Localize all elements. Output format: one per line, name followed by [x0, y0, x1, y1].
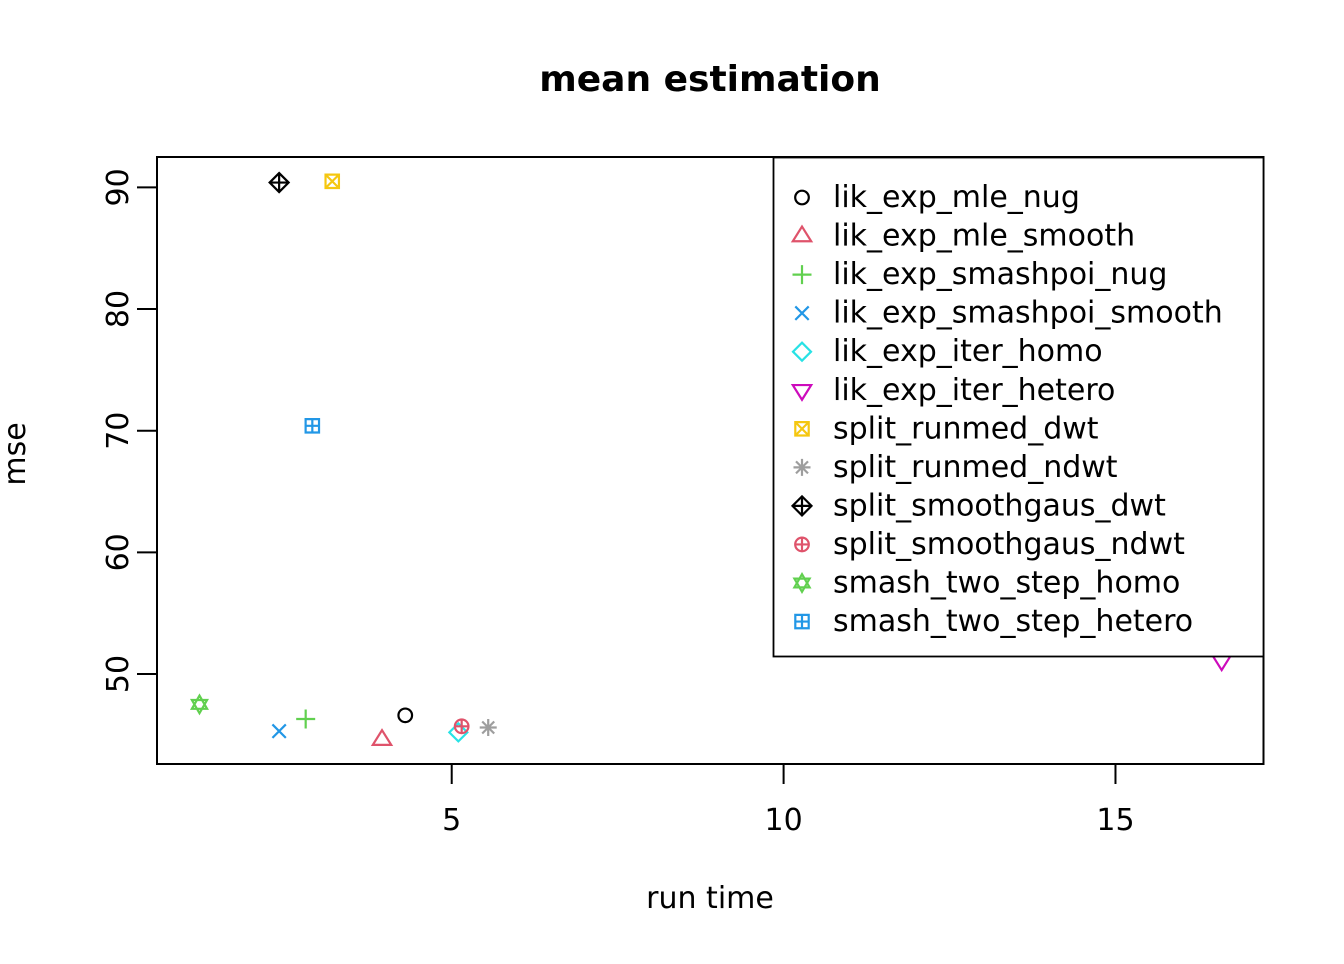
legend-item-lik_exp_mle_nug: lik_exp_mle_nug [794, 180, 1080, 215]
legend-item-lik_exp_smashpoi_smooth: lik_exp_smashpoi_smooth [794, 296, 1223, 331]
legend: lik_exp_mle_nuglik_exp_mle_smoothlik_exp… [772, 156, 1265, 658]
legend-marker-smash_two_step_homo [792, 571, 812, 595]
x-tick-label: 10 [765, 803, 803, 838]
data-point-lik_exp_smashpoi_nug [296, 709, 316, 729]
y-tick-label: 60 [101, 533, 136, 571]
y-tick-label: 50 [101, 655, 136, 693]
legend-marker-lik_exp_smashpoi_nug [792, 265, 812, 285]
y-tick-label: 70 [101, 412, 136, 450]
legend-item-split_runmed_ndwt: split_runmed_ndwt [793, 450, 1118, 485]
y-tick-label: 90 [101, 168, 136, 206]
legend-item-label: smash_two_step_homo [833, 566, 1180, 601]
legend-marker-split_smoothgaus_dwt [790, 494, 814, 517]
legend-item-smash_two_step_homo: smash_two_step_homo [792, 566, 1180, 601]
data-point-lik_exp_smashpoi_smooth [271, 723, 287, 739]
legend-box [772, 156, 1265, 658]
legend-marker-lik_exp_mle_nug [794, 189, 810, 206]
legend-marker-lik_exp_smashpoi_smooth [794, 305, 810, 321]
legend-item-label: smash_two_step_hetero [833, 604, 1193, 639]
y-tick-label: 80 [101, 290, 136, 328]
x-tick-label: 5 [442, 803, 461, 838]
legend-item-lik_exp_smashpoi_nug: lik_exp_smashpoi_nug [792, 257, 1167, 292]
legend-item-split_runmed_dwt: split_runmed_dwt [794, 411, 1099, 446]
legend-item-smash_two_step_hetero: smash_two_step_hetero [794, 604, 1193, 639]
legend-item-lik_exp_iter_hetero: lik_exp_iter_hetero [790, 373, 1115, 408]
legend-marker-split_smoothgaus_ndwt [794, 536, 810, 553]
x-axis: 5 10 15 [442, 764, 1135, 838]
data-point-smash_two_step_homo [189, 693, 209, 716]
legend-item-label: split_runmed_ndwt [833, 450, 1118, 485]
legend-item-label: lik_exp_mle_smooth [833, 219, 1135, 254]
legend-item-lik_exp_iter_homo: lik_exp_iter_homo [791, 334, 1103, 369]
legend-marker-split_runmed_ndwt [793, 458, 811, 476]
legend-marker-lik_exp_iter_homo [791, 341, 813, 363]
x-axis-title: run time [646, 881, 774, 916]
legend-item-label: lik_exp_smashpoi_smooth [833, 296, 1223, 331]
data-points-layer [189, 171, 1233, 746]
data-point-lik_exp_iter_hetero [1210, 654, 1233, 673]
y-axis: 50 60 70 80 90 [101, 168, 157, 693]
legend-item-label: split_runmed_dwt [833, 411, 1099, 446]
legend-marker-split_runmed_dwt [794, 420, 810, 437]
legend-marker-lik_exp_mle_smooth [790, 224, 814, 243]
data-point-lik_exp_iter_homo [447, 721, 469, 743]
data-point-lik_exp_mle_nug [397, 707, 414, 724]
legend-item-label: split_smoothgaus_dwt [833, 488, 1166, 523]
data-point-split_smoothgaus_dwt [268, 171, 291, 194]
y-axis-title: mse [0, 422, 33, 485]
legend-item-label: lik_exp_smashpoi_nug [833, 257, 1167, 292]
legend-item-split_smoothgaus_ndwt: split_smoothgaus_ndwt [794, 527, 1185, 562]
data-point-lik_exp_mle_smooth [370, 728, 394, 746]
legend-item-label: split_smoothgaus_ndwt [833, 527, 1185, 562]
x-tick-label: 15 [1096, 803, 1134, 838]
legend-item-lik_exp_mle_smooth: lik_exp_mle_smooth [790, 219, 1135, 254]
legend-item-split_smoothgaus_dwt: split_smoothgaus_dwt [790, 488, 1166, 523]
data-point-split_runmed_ndwt [479, 719, 497, 737]
legend-item-label: lik_exp_iter_homo [833, 334, 1103, 369]
legend-marker-smash_two_step_hetero [794, 613, 810, 630]
legend-item-label: lik_exp_mle_nug [833, 180, 1080, 215]
legend-item-label: lik_exp_iter_hetero [833, 373, 1115, 408]
data-point-smash_two_step_hetero [304, 418, 321, 434]
data-point-split_runmed_dwt [324, 173, 341, 190]
data-point-split_smoothgaus_ndwt [453, 718, 470, 735]
legend-marker-lik_exp_iter_hetero [790, 383, 814, 402]
chart-title: mean estimation [539, 59, 881, 100]
